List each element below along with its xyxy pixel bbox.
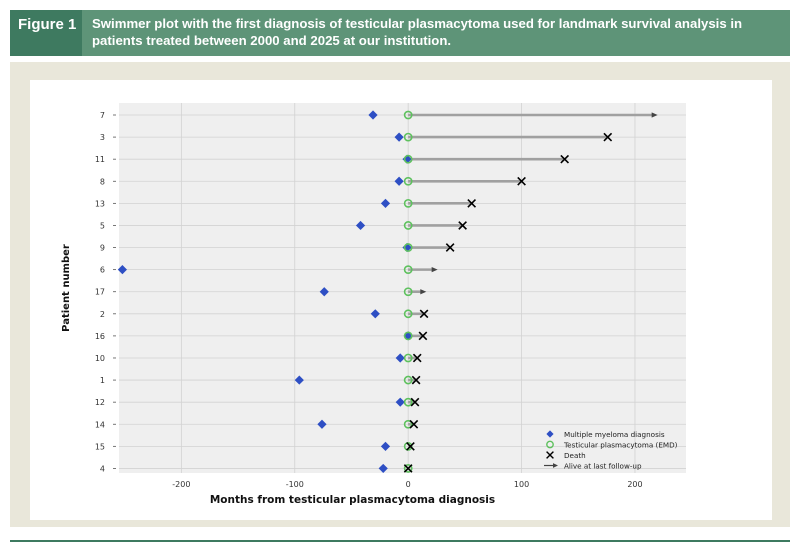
y-tick-label: 3 xyxy=(100,133,105,142)
y-tick-label: 9 xyxy=(100,244,105,253)
y-tick-label: 17 xyxy=(95,288,105,297)
death-marker xyxy=(411,375,421,385)
x-tick-label: 200 xyxy=(627,480,642,489)
myeloma-diagnosis-marker xyxy=(319,287,329,297)
myeloma-diagnosis-marker xyxy=(402,242,412,253)
emd-diagnosis-marker xyxy=(403,441,413,451)
emd-diagnosis-marker xyxy=(403,221,413,230)
myeloma-diagnosis-marker xyxy=(380,198,391,208)
y-tick-label: 5 xyxy=(100,221,105,230)
emd-diagnosis-marker xyxy=(403,397,413,407)
figure-label: Figure 1 xyxy=(10,10,80,56)
myeloma-diagnosis-marker xyxy=(355,220,366,231)
myeloma-diagnosis-marker xyxy=(368,110,378,120)
emd-diagnosis-marker xyxy=(403,154,413,164)
y-tick-label: 11 xyxy=(95,155,105,164)
emd-diagnosis-marker xyxy=(403,287,413,297)
x-tick-label: -100 xyxy=(286,480,304,489)
y-tick-label: 15 xyxy=(95,442,105,451)
death-marker xyxy=(409,419,419,429)
y-tick-label: 7 xyxy=(100,111,105,120)
death-marker xyxy=(419,309,429,319)
death-marker xyxy=(560,154,570,164)
figure-header: Figure 1 Swimmer plot with the first dia… xyxy=(10,10,790,56)
myeloma-diagnosis-marker xyxy=(317,419,327,429)
y-tick-label: 16 xyxy=(95,332,105,341)
figure-title-box: Swimmer plot with the first diagnosis of… xyxy=(82,10,790,56)
myeloma-diagnosis-marker xyxy=(395,397,405,407)
emd-diagnosis-marker xyxy=(403,331,413,341)
death-marker xyxy=(445,243,455,252)
legend-myeloma-icon xyxy=(546,430,554,438)
emd-diagnosis-marker xyxy=(403,198,413,208)
y-tick-label: 8 xyxy=(100,177,105,186)
legend-death-icon xyxy=(546,451,554,459)
legend-emd-icon xyxy=(546,440,554,449)
y-tick-label: 14 xyxy=(95,420,105,429)
y-axis-label: Patient number xyxy=(61,244,72,332)
emd-diagnosis-marker xyxy=(403,464,413,473)
death-marker xyxy=(467,198,477,208)
legend-label-alive: Alive at last follow-up xyxy=(564,461,642,470)
death-marker xyxy=(418,331,428,341)
swimmer-plot: -200 -100 0 100 200 7 3 11 8 13 5 9 6 17 2 16 10 1 12 14 15 4… xyxy=(61,103,686,506)
emd-diagnosis-marker xyxy=(403,353,413,363)
y-tick-label: 13 xyxy=(95,199,105,208)
x-tick-label: 100 xyxy=(514,480,529,489)
emd-diagnosis-marker xyxy=(403,176,413,186)
myeloma-diagnosis-marker xyxy=(378,463,388,474)
death-marker xyxy=(406,441,415,451)
y-tick-label: 4 xyxy=(100,464,105,473)
emd-diagnosis-marker xyxy=(403,375,413,385)
emd-diagnosis-marker xyxy=(403,265,413,275)
myeloma-diagnosis-marker xyxy=(394,132,404,142)
alive-arrow xyxy=(431,267,438,273)
emd-diagnosis-marker xyxy=(403,110,413,120)
y-tick-label: 1 xyxy=(100,376,105,385)
y-tick-label: 6 xyxy=(100,266,105,275)
death-marker xyxy=(410,397,420,407)
y-tick-label: 10 xyxy=(95,354,105,363)
death-marker xyxy=(403,464,413,473)
x-tick-label: -200 xyxy=(172,480,190,489)
myeloma-diagnosis-marker xyxy=(294,375,304,385)
y-tick-label: 12 xyxy=(95,398,105,407)
x-tick-label: 0 xyxy=(406,480,411,489)
legend-label-death: Death xyxy=(564,451,586,460)
alive-arrow xyxy=(651,112,658,118)
myeloma-diagnosis-marker xyxy=(395,353,405,363)
emd-diagnosis-marker xyxy=(403,132,413,142)
plot-background xyxy=(119,103,686,473)
legend-label-myeloma: Multiple myeloma diagnosis xyxy=(564,430,665,439)
death-marker xyxy=(517,176,526,186)
bottom-rule xyxy=(10,540,790,542)
emd-diagnosis-marker xyxy=(403,243,413,252)
death-marker xyxy=(458,221,467,230)
legend-alive-arrow xyxy=(553,463,558,468)
death-marker xyxy=(603,132,613,142)
myeloma-diagnosis-marker xyxy=(370,309,380,319)
legend-label-emd: Testicular plasmacytoma (EMD) xyxy=(563,440,678,449)
x-axis-label: Months from testicular plasmacytoma diag… xyxy=(210,494,495,506)
myeloma-diagnosis-marker xyxy=(380,441,391,451)
emd-diagnosis-marker xyxy=(403,419,413,429)
myeloma-diagnosis-marker xyxy=(402,154,412,164)
figure-title: Swimmer plot with the first diagnosis of… xyxy=(92,16,743,48)
myeloma-diagnosis-marker xyxy=(394,176,404,186)
death-marker xyxy=(412,353,422,363)
emd-diagnosis-marker xyxy=(403,309,413,319)
y-tick-label: 2 xyxy=(100,310,105,319)
alive-arrow xyxy=(420,289,427,295)
chart-area: -200 -100 0 100 200 7 3 11 8 13 5 9 6 17 2 16 10 1 12 14 15 4… xyxy=(30,80,772,520)
